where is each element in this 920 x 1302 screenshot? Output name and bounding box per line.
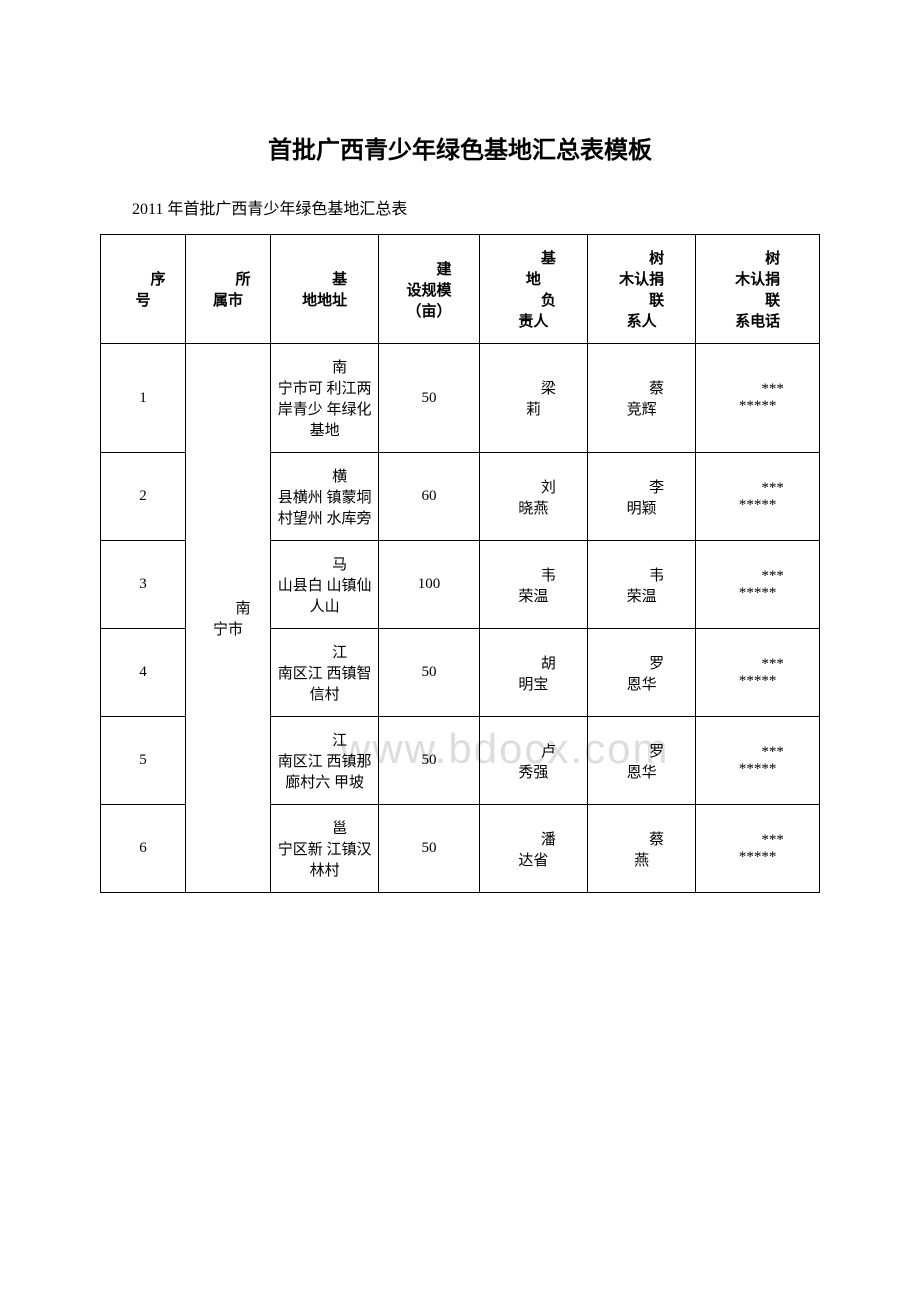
cell-contact: 罗 恩华 [588, 717, 696, 805]
cell-num: 5 [101, 717, 186, 805]
cell-scale: 50 [379, 717, 480, 805]
page-wrapper: www.bdocx.com 首批广西青少年绿色基地汇总表模板 2011 年首批广… [100, 130, 820, 893]
cell-num: 3 [101, 541, 186, 629]
cell-phone: *** ***** [696, 344, 820, 453]
cell-leader: 胡 明宝 [479, 629, 587, 717]
cell-scale: 50 [379, 344, 480, 453]
cell-city: 南 宁市 [186, 344, 271, 893]
cell-leader: 刘 晓燕 [479, 453, 587, 541]
cell-phone: *** ***** [696, 629, 820, 717]
cell-contact: 韦 荣温 [588, 541, 696, 629]
cell-contact: 罗 恩华 [588, 629, 696, 717]
cell-leader: 韦 荣温 [479, 541, 587, 629]
table-header-row: 序 号 所 属市 基 地地址 建 设规模 （亩） 基 地 [101, 235, 820, 344]
cell-leader: 潘 达省 [479, 805, 587, 893]
header-contact: 树 木认捐 联 系人 [588, 235, 696, 344]
page-subtitle: 2011 年首批广西青少年绿色基地汇总表 [100, 195, 820, 219]
cell-address: 江 南区江 西镇那 廊村六 甲坡 [271, 717, 379, 805]
cell-leader: 卢 秀强 [479, 717, 587, 805]
cell-phone: *** ***** [696, 541, 820, 629]
header-address: 基 地地址 [271, 235, 379, 344]
cell-address: 马 山县白 山镇仙 人山 [271, 541, 379, 629]
cell-leader: 梁 莉 [479, 344, 587, 453]
table-row: 1 南 宁市 南 宁市可 利江两 岸青少 年绿化 基地 50 梁 莉 [101, 344, 820, 453]
cell-phone: *** ***** [696, 805, 820, 893]
cell-contact: 蔡 竞辉 [588, 344, 696, 453]
cell-num: 1 [101, 344, 186, 453]
cell-num: 2 [101, 453, 186, 541]
cell-scale: 50 [379, 805, 480, 893]
header-phone: 树 木认捐 联 系电话 [696, 235, 820, 344]
cell-scale: 50 [379, 629, 480, 717]
cell-contact: 蔡 燕 [588, 805, 696, 893]
cell-address: 南 宁市可 利江两 岸青少 年绿化 基地 [271, 344, 379, 453]
header-city: 所 属市 [186, 235, 271, 344]
cell-phone: *** ***** [696, 453, 820, 541]
cell-num: 6 [101, 805, 186, 893]
cell-num: 4 [101, 629, 186, 717]
header-leader: 基 地 负 责人 [479, 235, 587, 344]
cell-address: 邕 宁区新 江镇汉 林村 [271, 805, 379, 893]
cell-address: 江 南区江 西镇智 信村 [271, 629, 379, 717]
header-scale: 建 设规模 （亩） [379, 235, 480, 344]
page-title: 首批广西青少年绿色基地汇总表模板 [100, 130, 820, 165]
header-num: 序 号 [101, 235, 186, 344]
cell-phone: *** ***** [696, 717, 820, 805]
summary-table: 序 号 所 属市 基 地地址 建 设规模 （亩） 基 地 [100, 234, 820, 893]
cell-contact: 李 明颖 [588, 453, 696, 541]
cell-address: 横 县横州 镇蒙垌 村望州 水库旁 [271, 453, 379, 541]
cell-scale: 60 [379, 453, 480, 541]
cell-scale: 100 [379, 541, 480, 629]
